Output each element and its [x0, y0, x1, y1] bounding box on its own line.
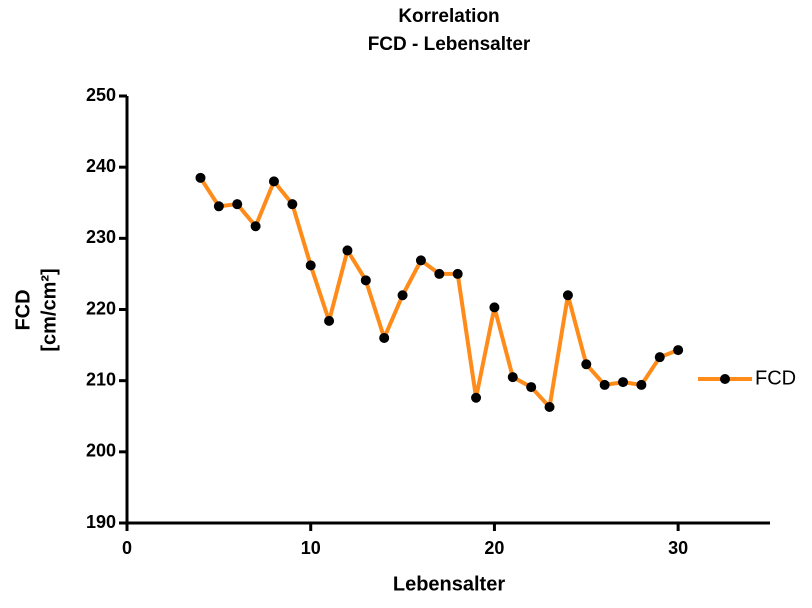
point: [654, 352, 665, 363]
chart-title: FCD - Lebensalter: [368, 34, 531, 55]
point: [379, 332, 390, 343]
y-tick-label: 230: [86, 227, 116, 247]
chart-title: Korrelation: [398, 6, 499, 27]
point: [324, 315, 335, 326]
legend-label: FCD: [755, 367, 796, 389]
point: [562, 290, 573, 301]
point: [213, 201, 224, 212]
point: [526, 382, 537, 393]
point: [360, 275, 371, 286]
y-tick-label: 220: [86, 298, 116, 318]
x-axis-label: Lebensalter: [393, 573, 505, 595]
legend-marker: [720, 374, 730, 384]
y-tick-label: 210: [86, 369, 116, 389]
point: [544, 401, 555, 412]
point: [232, 199, 243, 210]
y-tick-label: 250: [86, 85, 116, 105]
point: [287, 199, 298, 210]
point: [415, 255, 426, 266]
x-tick-label: 10: [301, 538, 321, 558]
point: [581, 359, 592, 370]
point: [507, 372, 518, 383]
point: [673, 345, 684, 356]
point: [305, 260, 316, 271]
y-tick-label: 200: [86, 441, 116, 461]
line: [198, 176, 679, 409]
point: [599, 379, 610, 390]
point: [397, 290, 408, 301]
x-tick-label: 0: [122, 538, 132, 558]
point: [268, 176, 279, 187]
point: [636, 379, 647, 390]
y-axis-label: FCD: [12, 289, 34, 330]
point: [250, 221, 261, 232]
y-tick-label: 240: [86, 156, 116, 176]
point: [618, 377, 629, 388]
point: [434, 268, 445, 279]
point: [342, 245, 353, 256]
point: [471, 392, 482, 403]
x-tick-label: 20: [484, 538, 504, 558]
point: [452, 268, 463, 279]
point: [195, 172, 206, 183]
y-axis-label: [cm/cm²]: [38, 268, 60, 351]
x-tick-label: 30: [668, 538, 688, 558]
point: [489, 302, 500, 313]
y-tick-label: 190: [86, 512, 116, 532]
